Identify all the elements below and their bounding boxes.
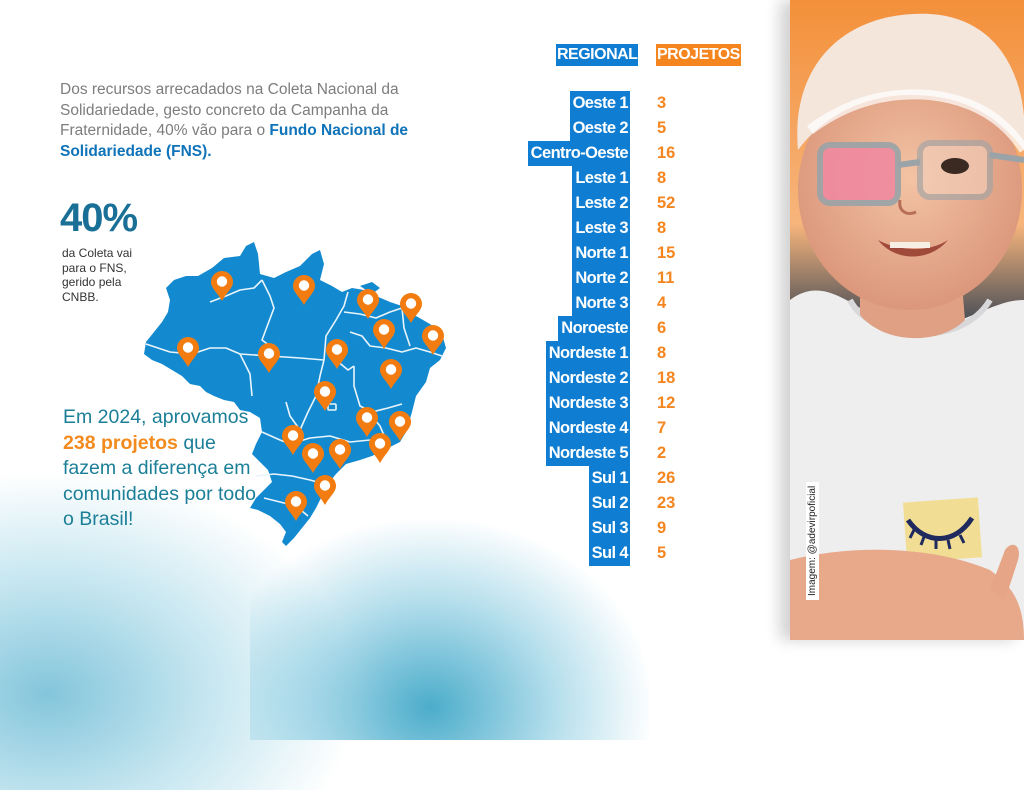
table-row: Norte 3 4 [480,291,780,316]
intro-text: Dos recursos arrecadados na Coleta Nacio… [60,81,399,139]
location-pin-icon [176,336,200,373]
regional-label: Sul 3 [588,516,630,541]
approved-statement: Em 2024, aprovamos 238 projetos que faze… [63,405,263,533]
approved-suffix: que fazem a diferença em comunidades por… [63,431,256,531]
table-row: Norte 2 11 [480,266,780,291]
projects-value: 26 [657,469,676,487]
location-pin-icon [372,318,396,355]
location-pin-icon [325,338,349,375]
regional-label: Nordeste 4 [545,416,630,441]
table-row: Norte 1 15 [480,241,780,266]
projects-value: 23 [657,494,676,512]
projects-value: 12 [657,394,676,412]
brazil-map [140,236,460,552]
table-row: Nordeste 5 2 [480,441,780,466]
projects-value: 8 [657,344,667,362]
child-photo-illustration [790,0,1024,640]
location-pin-icon [399,292,423,329]
table-row: Nordeste 1 8 [480,341,780,366]
projects-value: 7 [657,419,667,437]
intro-paragraph: Dos recursos arrecadados na Coleta Nacio… [60,80,420,162]
projects-value: 9 [657,519,667,537]
table-row: Leste 3 8 [480,216,780,241]
regional-label: Norte 1 [572,241,630,266]
table-row: Sul 4 5 [480,541,780,566]
regional-label: Centro-Oeste [527,141,630,166]
projects-value: 5 [657,119,667,137]
table-row: Sul 3 9 [480,516,780,541]
regional-label: Nordeste 2 [545,366,630,391]
projects-value: 18 [657,369,676,387]
projects-value: 2 [657,444,667,462]
approved-highlight-word: projetos [100,431,178,454]
projects-value: 52 [657,194,676,212]
location-pin-icon [210,270,234,307]
projects-value: 8 [657,169,667,187]
projects-value: 4 [657,294,667,312]
location-pin-icon [281,424,305,461]
projects-value: 3 [657,94,667,112]
regional-label: Leste 3 [572,216,630,241]
table-row: Nordeste 4 7 [480,416,780,441]
child-photo [790,0,1024,640]
regional-label: Nordeste 5 [545,441,630,466]
table-row: Leste 1 8 [480,166,780,191]
table-row: Noroeste 6 [480,316,780,341]
location-pin-icon [313,380,337,417]
table-row: Leste 2 52 [480,191,780,216]
table-header-regional: REGIONAL [556,44,639,66]
stat-value: 40% [60,196,138,240]
regional-label: Sul 1 [588,466,630,491]
regional-label: Noroeste [558,316,630,341]
location-pin-icon [356,288,380,325]
regional-label: Norte 3 [572,291,630,316]
regional-projects-table: Oeste 1 3 Oeste 2 5 Centro-Oeste 16 Leste 1… [480,91,780,566]
location-pin-icon [379,358,403,395]
table-row: Oeste 2 5 [480,116,780,141]
table-row: Centro-Oeste 16 [480,141,780,166]
image-credit: Imagem: @adevirpoficial [806,481,819,600]
location-pin-icon [284,490,308,527]
projects-value: 11 [657,269,675,287]
projects-value: 5 [657,544,667,562]
location-pin-icon [388,410,412,447]
regional-label: Leste 2 [572,191,630,216]
table-header-projetos: PROJETOS [656,44,741,66]
regional-label: Oeste 1 [569,91,630,116]
regional-label: Sul 2 [588,491,630,516]
location-pin-icon [328,438,352,475]
table-row: Nordeste 2 18 [480,366,780,391]
location-pin-icon [301,442,325,479]
table-row: Sul 1 26 [480,466,780,491]
intro-highlight-fns: Fundo Nacional de Solidariedade (FNS). [60,122,409,160]
table-row: Nordeste 3 12 [480,391,780,416]
location-pin-icon [292,274,316,311]
regional-label: Nordeste 3 [545,391,630,416]
projects-value: 15 [657,244,676,262]
approved-count: 238 [63,431,96,454]
stat-caption: da Coleta vai para o FNS, gerido pela CN… [62,246,133,304]
regional-label: Oeste 2 [569,116,630,141]
table-row: Sul 2 23 [480,491,780,516]
regional-label: Norte 2 [572,266,630,291]
table-row: Oeste 1 3 [480,91,780,116]
location-pin-icon [421,324,445,361]
regional-label: Leste 1 [572,166,630,191]
location-pin-icon [368,432,392,469]
regional-label: Nordeste 1 [545,341,630,366]
projects-value: 8 [657,219,667,237]
map-pins [140,236,460,552]
regional-label: Sul 4 [588,541,630,566]
approved-prefix: Em 2024, aprovamos [63,406,249,428]
location-pin-icon [355,406,379,443]
location-pin-icon [257,342,281,379]
location-pin-icon [313,474,337,511]
projects-value: 6 [657,319,667,337]
projects-value: 16 [657,144,676,162]
